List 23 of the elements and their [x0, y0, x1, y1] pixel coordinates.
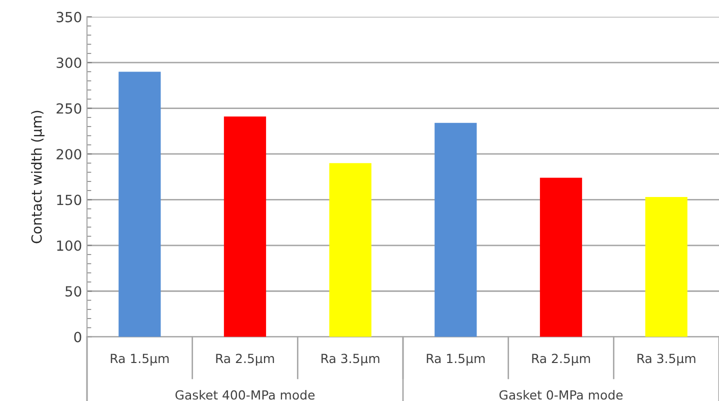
y-axis-title: Contact width (µm): [31, 110, 45, 244]
text: Gasket 400-MPa mode: [175, 390, 315, 400]
x-tick-label: Ra 3.5µm: [322, 354, 380, 366]
y-tick-label: 0: [74, 332, 82, 342]
bar: [329, 163, 372, 337]
y-tick-label: 150: [57, 194, 82, 206]
x-tick-label: Ra 1.5µm: [110, 354, 169, 366]
bar: [118, 72, 161, 337]
y-tick-label: 200: [56, 148, 82, 160]
y-tick-label: 300: [56, 58, 82, 68]
y-tick-label: 250: [56, 103, 82, 114]
bar: [540, 178, 582, 337]
x-tick-label: Ra 3.5µm: [638, 354, 696, 366]
bar: [645, 196, 688, 337]
text: Gasket 0-MPa mode: [499, 390, 623, 400]
y-tick-label: 350: [56, 12, 82, 22]
bar: [434, 122, 477, 337]
bar: [224, 116, 266, 337]
x-tick-label: Ra 1.5µm: [426, 354, 485, 366]
y-tick-label: 50: [66, 286, 82, 297]
x-tick-label: Ra 2.5µm: [216, 354, 274, 366]
x-tick-label: Ra 2.5µm: [532, 354, 590, 366]
y-tick-label: 100: [57, 240, 82, 251]
